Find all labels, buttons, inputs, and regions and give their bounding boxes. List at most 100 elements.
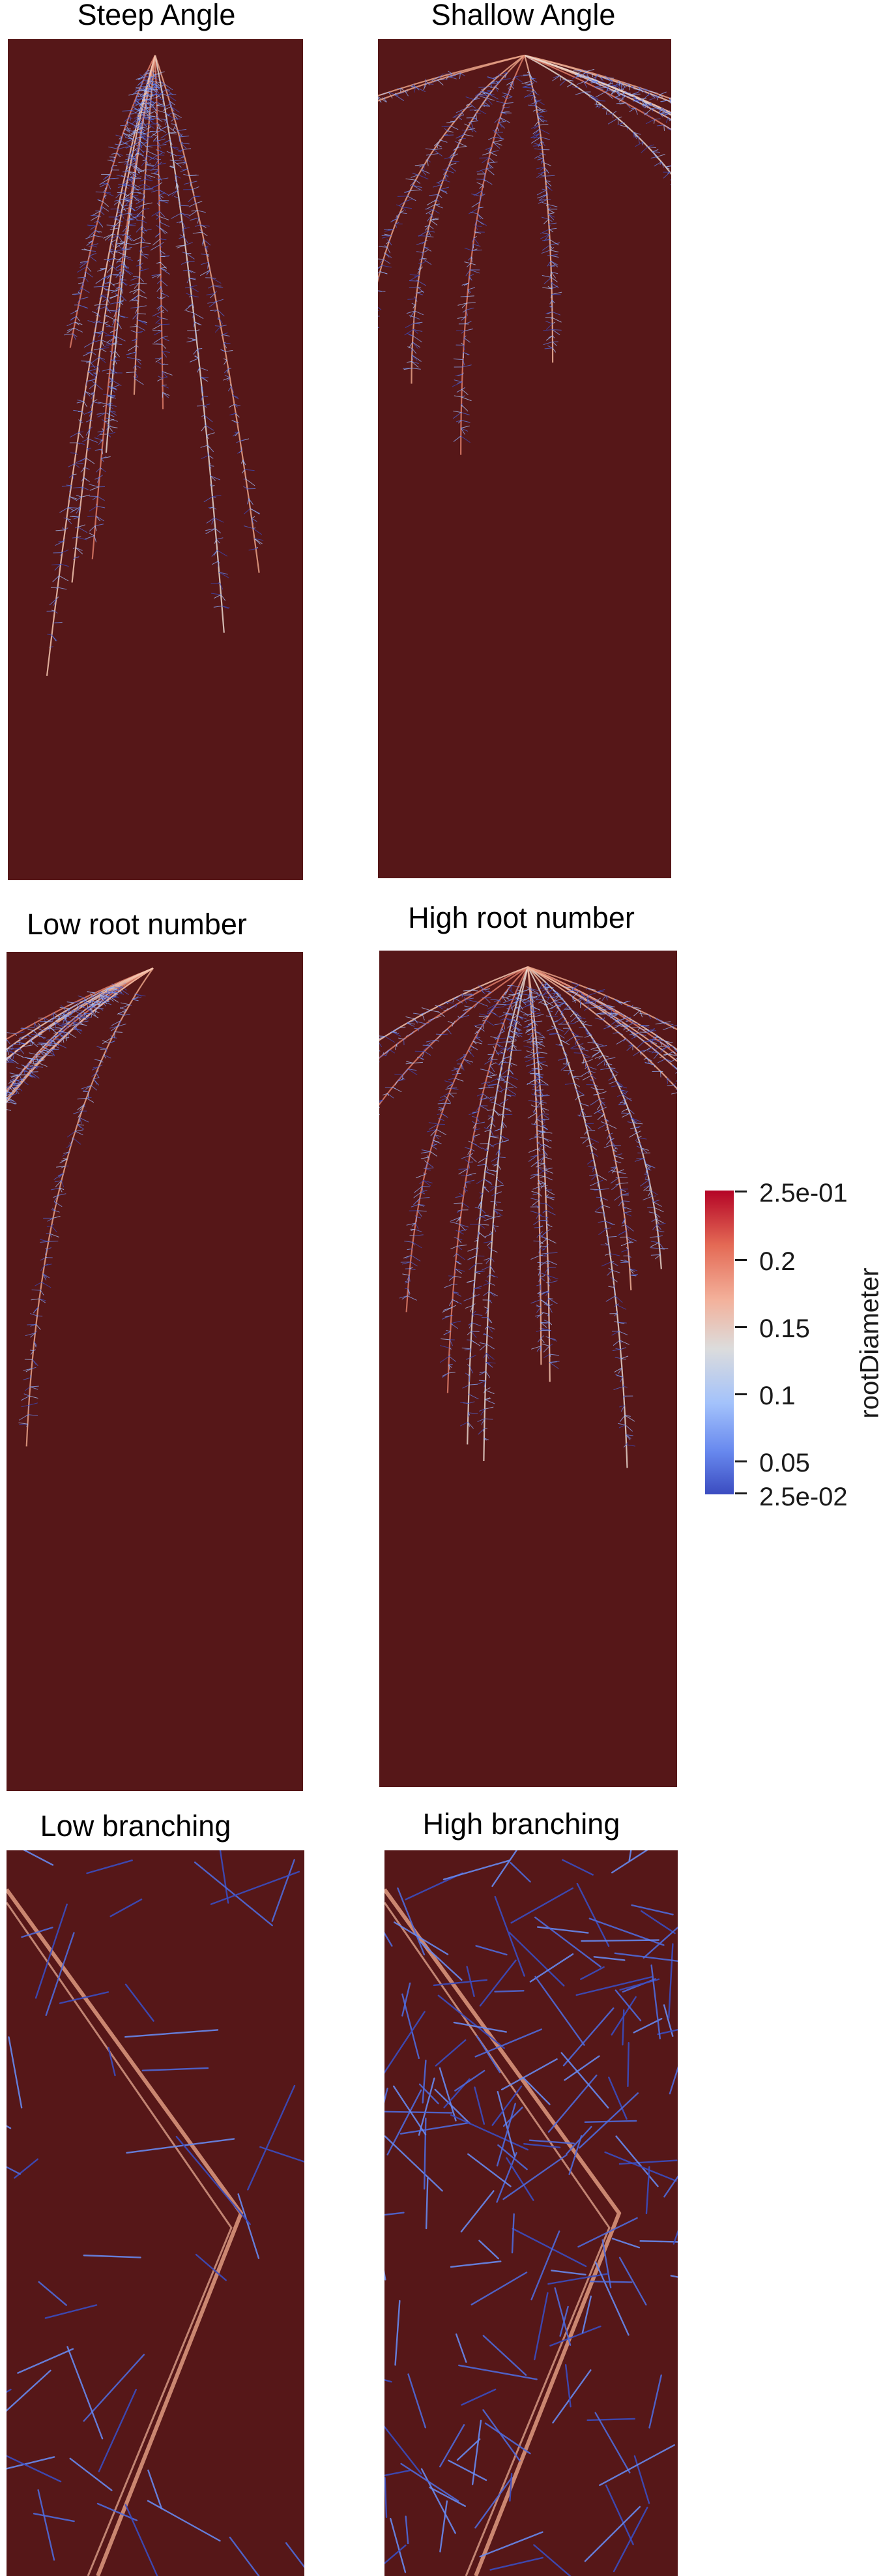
root-segment bbox=[116, 153, 121, 157]
root-segment bbox=[591, 98, 596, 101]
root-segment bbox=[549, 239, 559, 246]
root-segment bbox=[448, 76, 457, 80]
root-segment bbox=[598, 104, 602, 109]
root-segment bbox=[444, 156, 454, 160]
root-segment bbox=[427, 154, 431, 159]
root-segment bbox=[109, 1041, 115, 1044]
root-segment bbox=[543, 277, 552, 284]
root-segment bbox=[53, 1012, 55, 1017]
root-segment bbox=[193, 321, 195, 327]
root-segment bbox=[104, 196, 106, 199]
root-segment bbox=[181, 143, 190, 145]
root-segment bbox=[59, 1159, 68, 1164]
root-segment bbox=[454, 141, 460, 143]
root-segment bbox=[192, 231, 203, 234]
root-segment bbox=[542, 232, 550, 235]
root-segment bbox=[214, 539, 217, 544]
root-segment bbox=[85, 351, 93, 353]
root-segment bbox=[220, 325, 227, 327]
root-segment bbox=[136, 199, 145, 205]
root-segment bbox=[106, 258, 115, 261]
root-segment bbox=[409, 280, 419, 282]
root-segment bbox=[82, 438, 89, 442]
root-segment bbox=[85, 1085, 92, 1090]
root-segment bbox=[484, 99, 487, 102]
root-segment bbox=[210, 593, 222, 595]
root-segment bbox=[94, 220, 98, 223]
root-segment bbox=[86, 1097, 94, 1103]
root-segment bbox=[461, 396, 472, 402]
root-segment bbox=[487, 147, 492, 152]
root-segment bbox=[201, 415, 205, 417]
root-segment bbox=[126, 357, 136, 359]
root-segment bbox=[89, 525, 96, 532]
root-segment bbox=[235, 413, 240, 418]
root-segment bbox=[186, 339, 197, 343]
root-segment bbox=[197, 367, 200, 370]
root-segment bbox=[490, 82, 493, 88]
root-segment bbox=[117, 185, 127, 188]
root-segment bbox=[70, 452, 76, 454]
root-segment bbox=[650, 104, 658, 108]
root-segment bbox=[195, 201, 203, 204]
root-segment bbox=[221, 605, 230, 608]
root-segment bbox=[618, 87, 621, 91]
root-segment bbox=[55, 1180, 62, 1187]
root-segment bbox=[100, 458, 104, 462]
root-segment bbox=[661, 108, 667, 112]
root-segment bbox=[547, 212, 555, 215]
root-segment bbox=[406, 361, 413, 363]
root-segment bbox=[562, 78, 567, 80]
root-segment bbox=[134, 142, 138, 145]
root-segment bbox=[99, 439, 104, 442]
root-segment bbox=[207, 301, 217, 304]
root-segment bbox=[183, 173, 190, 177]
root-segment bbox=[210, 475, 216, 481]
root-segment bbox=[487, 161, 498, 164]
root-segment bbox=[157, 126, 167, 133]
root-segment bbox=[182, 148, 192, 150]
root-segment bbox=[126, 161, 129, 166]
root-segment bbox=[195, 224, 201, 227]
root-segment bbox=[492, 141, 500, 149]
root-segment bbox=[461, 389, 469, 395]
root-segment bbox=[64, 333, 74, 336]
root-segment bbox=[91, 357, 100, 364]
root-segment bbox=[91, 1073, 97, 1077]
root-segment bbox=[440, 140, 448, 143]
root-segment bbox=[216, 299, 224, 303]
root-segment bbox=[159, 216, 169, 220]
root-segment bbox=[88, 371, 93, 376]
root-segment bbox=[94, 449, 103, 451]
root-segment bbox=[148, 126, 152, 129]
root-segment bbox=[103, 187, 107, 193]
root-segment bbox=[151, 99, 153, 104]
root-segment bbox=[418, 263, 422, 270]
root-segment bbox=[182, 252, 187, 254]
root-segment bbox=[39, 1050, 48, 1054]
root-segment bbox=[60, 1024, 67, 1026]
root-segment bbox=[132, 288, 139, 295]
root-segment bbox=[547, 198, 551, 200]
root-segment bbox=[188, 269, 193, 273]
root-segment bbox=[128, 171, 130, 172]
root-segment bbox=[109, 228, 119, 230]
root-segment bbox=[45, 1043, 55, 1046]
root-segment bbox=[175, 127, 179, 131]
root-segment bbox=[140, 253, 149, 256]
root-segment bbox=[642, 100, 648, 106]
root-segment bbox=[115, 134, 123, 138]
root-segment bbox=[552, 348, 556, 353]
root-segment bbox=[509, 89, 512, 91]
root-segment bbox=[157, 274, 162, 278]
root-segment bbox=[126, 185, 136, 188]
root-segment bbox=[201, 454, 209, 459]
root-segment bbox=[68, 464, 75, 467]
root-segment bbox=[142, 106, 151, 108]
root-segment bbox=[110, 310, 117, 312]
root-segment bbox=[419, 258, 423, 261]
root-segment bbox=[190, 286, 199, 293]
root-segment bbox=[433, 140, 441, 147]
root-segment bbox=[81, 494, 91, 497]
root-segment bbox=[173, 160, 182, 162]
